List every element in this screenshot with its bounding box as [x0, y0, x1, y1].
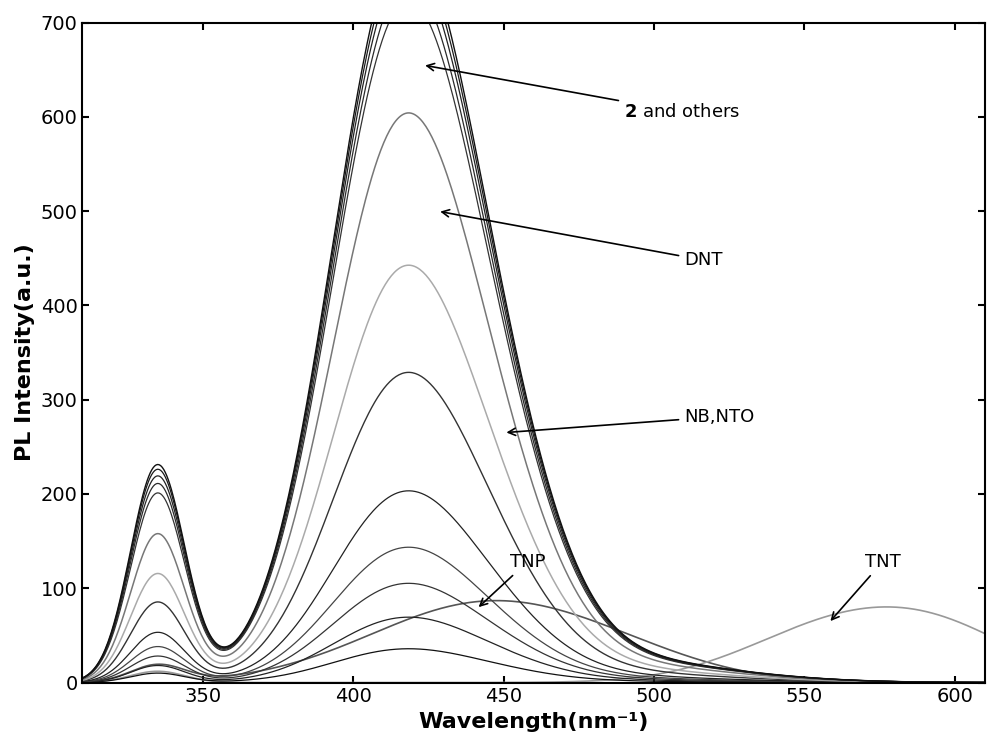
Text: TNT: TNT — [832, 553, 900, 620]
X-axis label: Wavelength(nm⁻¹): Wavelength(nm⁻¹) — [419, 712, 649, 732]
Text: DNT: DNT — [442, 210, 723, 269]
Y-axis label: PL Intensity(a.u.): PL Intensity(a.u.) — [15, 244, 35, 462]
Text: TNP: TNP — [480, 553, 545, 606]
Text: NB,NTO: NB,NTO — [508, 408, 754, 436]
Text: $\mathbf{2}$ and others: $\mathbf{2}$ and others — [427, 63, 740, 121]
